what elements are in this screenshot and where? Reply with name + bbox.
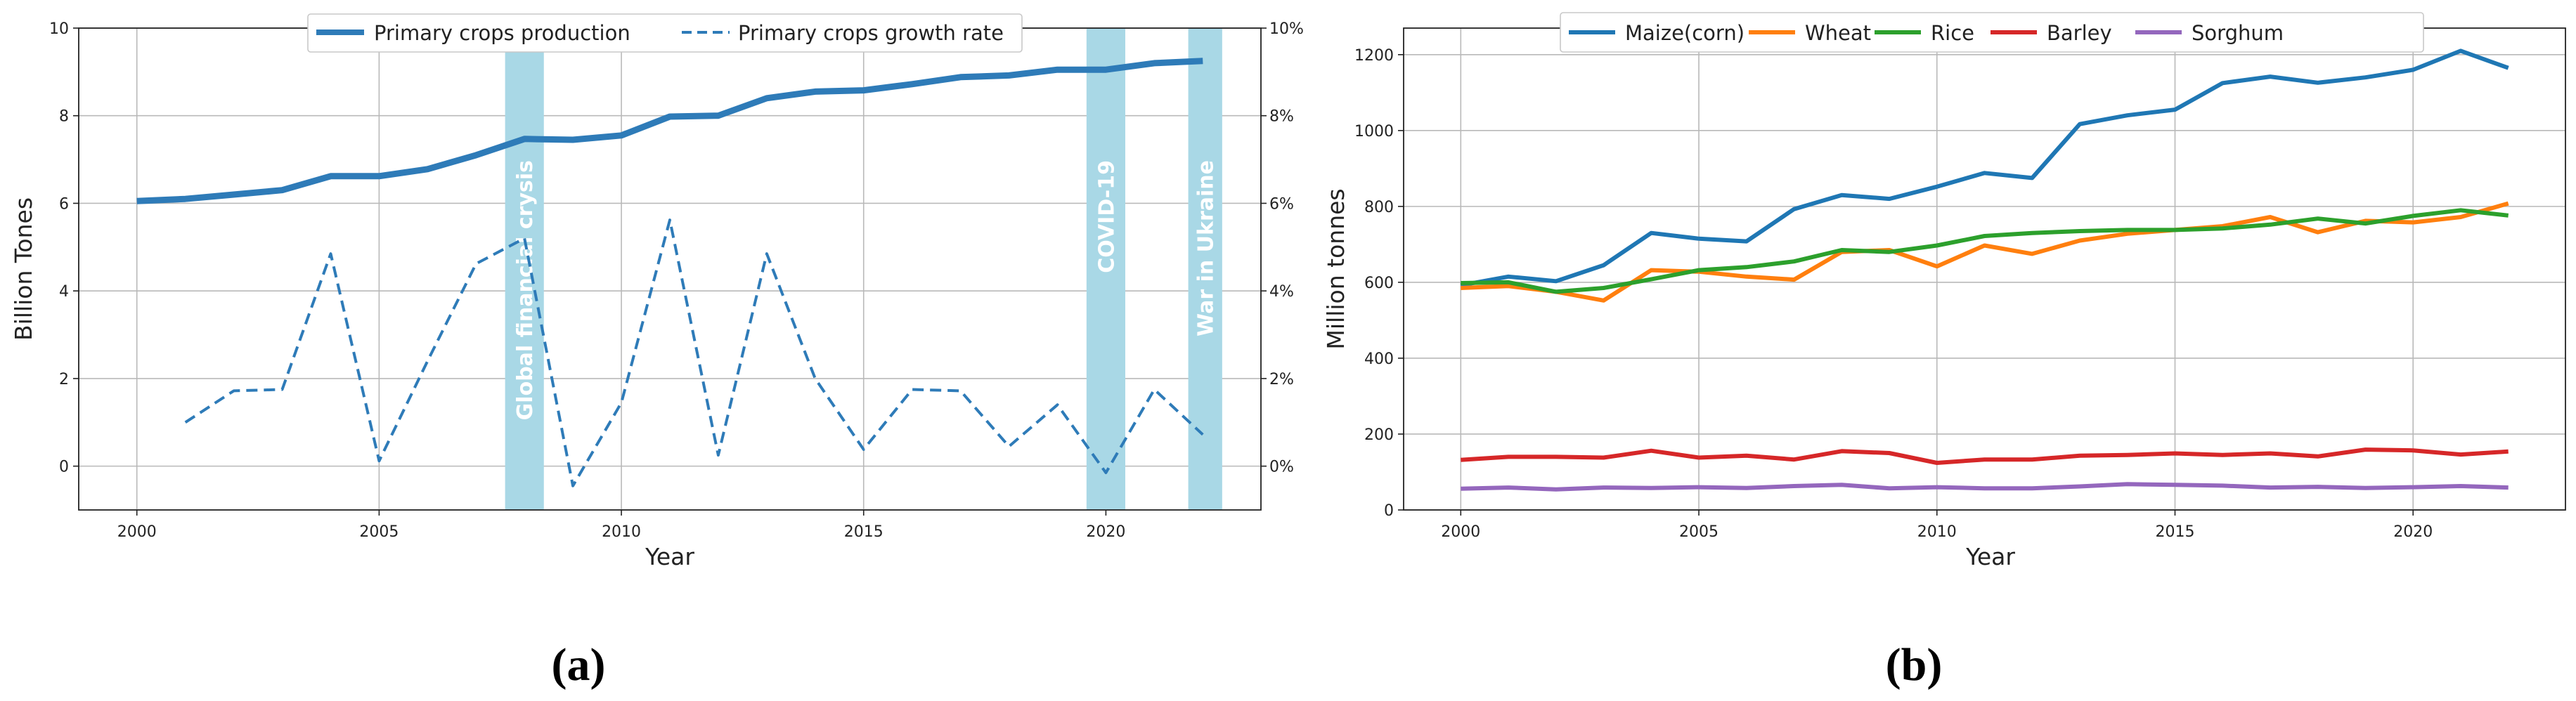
chart-a-x-ticks: 2000 2005 2010 2015 2020	[117, 510, 1125, 541]
chart-a-y2-tick: 4%	[1269, 283, 1294, 301]
chart-a-y-label: Billion Tones	[10, 197, 37, 341]
chart-b-y-tick: 1000	[1354, 123, 1394, 140]
chart-b-x-tick: 2010	[1917, 523, 1957, 541]
chart-a-y-tick: 0	[59, 459, 69, 476]
chart-b-x-tick: 2020	[2393, 523, 2433, 541]
chart-b-x-tick: 2000	[1441, 523, 1480, 541]
chart-b-y-tick: 200	[1364, 426, 1394, 444]
chart-b-y-ticks: 0 200 400 600 800 1000 1200	[1354, 47, 1404, 520]
event-label: War in Ukraine	[1194, 160, 1219, 336]
chart-a-y-tick: 8	[59, 108, 69, 126]
series-line-growth-rate	[184, 218, 1204, 487]
chart-a-y2-ticks: 0% 2% 4% 6% 8% 10%	[1261, 20, 1304, 476]
legend-label-barley: Barley	[2047, 21, 2112, 45]
chart-b: 2000 2005 2010 2015 2020 0 200 400 600 800 1000 12…	[1322, 12, 2566, 690]
chart-a-x-tick: 2015	[844, 523, 884, 541]
chart-a-series	[136, 58, 1204, 487]
chart-a-y2-tick: 10%	[1269, 20, 1304, 38]
legend-label-sorghum: Sorghum	[2192, 21, 2284, 45]
chart-b-x-tick: 2015	[2155, 523, 2194, 541]
chart-a-x-tick: 2010	[602, 523, 641, 541]
legend-label-wheat: Wheat	[1805, 21, 1871, 45]
event-band	[1086, 28, 1125, 510]
chart-a-x-tick: 2000	[117, 523, 157, 541]
event-label: Global financial crysis	[513, 160, 538, 420]
chart-b-y-tick: 400	[1364, 350, 1394, 368]
chart-a-x-tick: 2005	[359, 523, 399, 541]
chart-b-y-tick: 600	[1364, 275, 1394, 292]
series-line-maize-corn	[1460, 48, 2509, 288]
chart-a-x-label: Year	[645, 543, 694, 570]
chart-a-y-tick: 2	[59, 371, 69, 388]
panel-label-a: (a)	[552, 639, 606, 690]
chart-a-event-bands: Global financial crysis COVID-19 War in Uk…	[505, 28, 1222, 510]
chart-a-legend-box	[307, 13, 1023, 53]
chart-a-y-tick: 6	[59, 195, 69, 213]
legend-label-growth-rate: Primary crops growth rate	[738, 21, 1004, 45]
chart-a: Global financial crysis COVID-19 War in Uk…	[10, 13, 1304, 690]
panel-label-b: (b)	[1886, 639, 1943, 690]
legend-label-maize-corn: Maize(corn)	[1625, 21, 1745, 45]
chart-b-grid	[1404, 28, 2565, 511]
series-line-production	[136, 58, 1203, 204]
chart-a-y-ticks: 0 2 4 6 8 10	[49, 20, 79, 476]
chart-b-x-tick: 2005	[1679, 523, 1719, 541]
event-label: COVID-19	[1094, 160, 1119, 273]
chart-b-legend: Maize(corn) Wheat Rice Barley Sorghum	[1560, 12, 2424, 53]
chart-a-legend: Primary crops production Primary crops g…	[307, 13, 1023, 53]
chart-a-y-tick: 10	[49, 20, 69, 38]
chart-a-y2-tick: 2%	[1269, 371, 1294, 388]
chart-b-y-label: Million tonnes	[1322, 188, 1350, 349]
series-line-barley	[1461, 447, 2509, 465]
chart-b-frame	[1403, 27, 2566, 511]
series-line-sorghum	[1461, 482, 2509, 492]
chart-a-grid	[79, 27, 1261, 510]
legend-label-production: Primary crops production	[374, 21, 630, 45]
chart-b-series	[1460, 48, 2509, 492]
chart-a-frame	[78, 27, 1262, 511]
chart-a-y2-tick: 8%	[1269, 108, 1294, 126]
series-line-rice	[1461, 208, 2509, 294]
chart-b-x-ticks: 2000 2005 2010 2015 2020	[1441, 510, 2433, 541]
chart-b-y-tick: 1200	[1354, 47, 1394, 65]
event-band	[1188, 28, 1222, 510]
chart-b-y-tick: 0	[1384, 502, 1394, 520]
chart-a-y2-tick: 6%	[1269, 195, 1294, 213]
chart-a-x-tick: 2020	[1086, 523, 1125, 541]
chart-a-y-tick: 4	[59, 283, 69, 301]
chart-b-y-tick: 800	[1364, 199, 1394, 216]
event-band	[505, 28, 544, 510]
chart-a-y2-tick: 0%	[1269, 459, 1294, 476]
chart-b-x-label: Year	[1965, 543, 2015, 570]
legend-label-rice: Rice	[1931, 21, 1974, 45]
